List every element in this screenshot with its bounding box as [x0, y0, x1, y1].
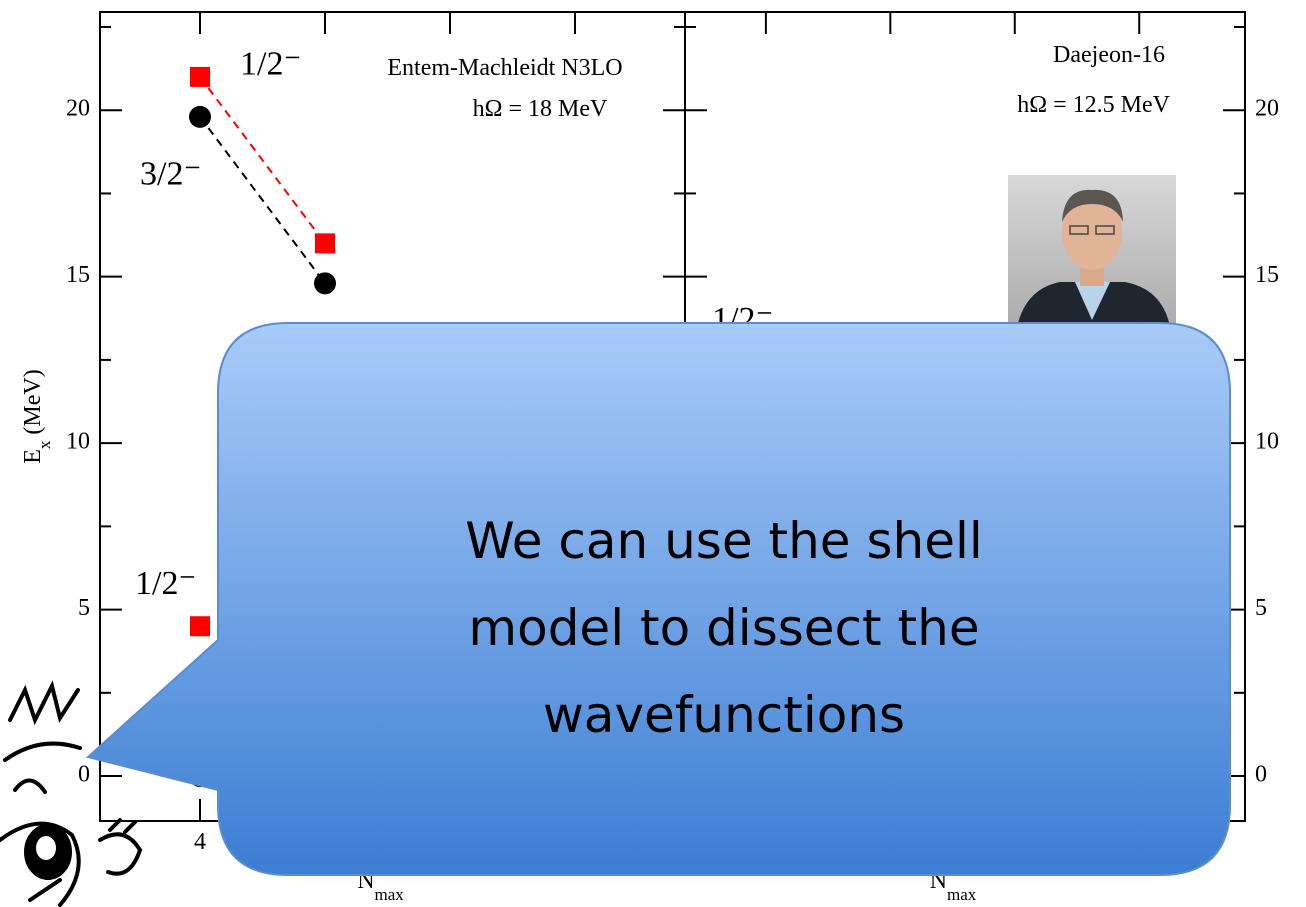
callout-bubble [85, 322, 1231, 876]
callout-text: We can use the shell [465, 512, 983, 570]
y-tick-label: 0 [1255, 762, 1267, 788]
x-axis-label-sub: max [947, 885, 977, 904]
y-tick-label: 10 [66, 429, 90, 455]
point [315, 233, 335, 254]
annotation: hΩ = 12.5 MeV [1017, 92, 1170, 118]
point [189, 105, 211, 128]
series-label: 3/2⁻ [140, 156, 201, 193]
y-tick-label: 5 [1255, 595, 1267, 621]
point [190, 616, 210, 637]
x-axis-label-sub: max [375, 885, 405, 904]
callout-text: wavefunctions [543, 686, 905, 744]
y-tick-label: 20 [66, 96, 90, 122]
y-tick-label: 5 [78, 595, 90, 621]
cartoon [0, 680, 143, 907]
y-axis-label: Ex (MeV) [20, 369, 54, 463]
point [190, 66, 210, 87]
y-tick-label: 20 [1255, 96, 1279, 122]
point [314, 272, 336, 295]
annotation: hΩ = 18 MeV [473, 96, 608, 122]
y-tick-label: 15 [66, 262, 90, 288]
series-line [199, 116, 326, 284]
series-label: 1/2⁻ [240, 46, 301, 83]
y-tick-label: 0 [78, 762, 90, 788]
plots: 0510152046810NmaxEx(MeV)Entem-Machleidt … [20, 11, 1279, 904]
callout: We can use the shell model to dissect the… [85, 322, 1231, 876]
y-axis-label-sub: x [35, 440, 54, 449]
y-axis-label-unit: (MeV) [20, 369, 46, 434]
x-tick-label: 4 [194, 829, 206, 855]
callout-text: model to dissect the [468, 599, 979, 657]
series-line [199, 76, 326, 244]
annotation: Daejeon-16 [1053, 42, 1165, 68]
photo [1008, 175, 1176, 340]
y-tick-label: 15 [1255, 262, 1279, 288]
series-label: 1/2⁻ [135, 565, 196, 602]
y-tick-label: 10 [1255, 429, 1279, 455]
y-axis-label-main: E [20, 449, 46, 464]
annotation: Entem-Machleidt N3LO [387, 55, 622, 81]
